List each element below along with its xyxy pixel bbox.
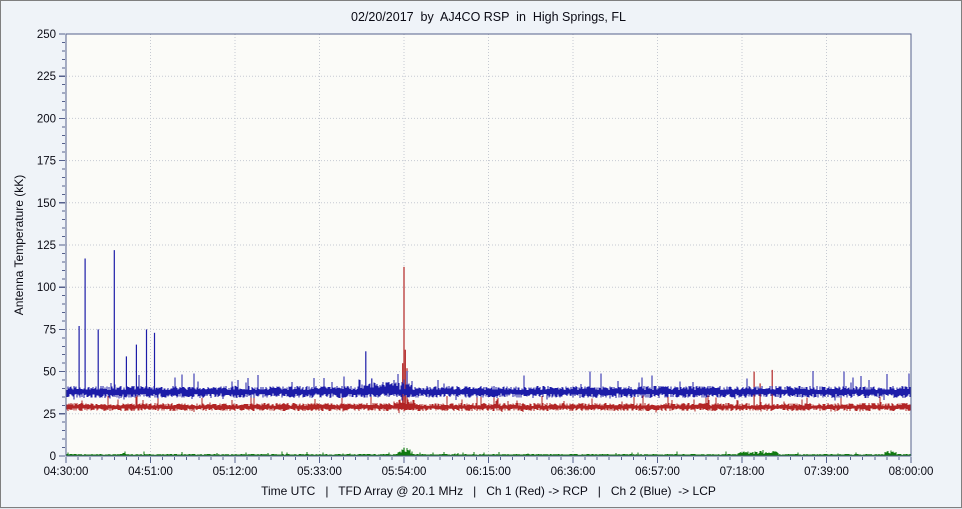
x-tick-label: 04:51:00 <box>128 466 173 478</box>
y-tick-label: 125 <box>37 240 56 252</box>
x-tick-label: 06:57:00 <box>635 466 680 478</box>
chart-title: 02/20/2017 by AJ4CO RSP in High Springs,… <box>351 10 626 24</box>
y-tick-label: 150 <box>37 198 56 210</box>
y-tick-label: 225 <box>37 71 56 83</box>
plot-frame <box>65 33 912 457</box>
x-tick-label: 07:39:00 <box>804 466 849 478</box>
x-tick-label: 05:33:00 <box>297 466 342 478</box>
y-tick-label: 175 <box>37 156 56 168</box>
y-tick-label: 25 <box>43 409 56 421</box>
x-tick-label: 05:12:00 <box>213 466 258 478</box>
y-tick-label: 75 <box>43 324 56 336</box>
x-tick-label: 05:54:00 <box>382 466 427 478</box>
x-tick-label: 06:15:00 <box>466 466 511 478</box>
x-axis-title: Time UTC | TFD Array @ 20.1 MHz | Ch 1 (… <box>261 484 716 498</box>
y-tick-label: 200 <box>37 113 56 125</box>
y-tick-label: 100 <box>37 282 56 294</box>
y-tick-label: 250 <box>37 29 56 41</box>
x-tick-label: 04:30:00 <box>44 466 89 478</box>
y-tick-label: 50 <box>43 367 56 379</box>
x-tick-label: 08:00:00 <box>889 466 934 478</box>
x-tick-label: 07:18:00 <box>720 466 765 478</box>
y-tick-label: 0 <box>50 451 56 463</box>
x-tick-label: 06:36:00 <box>551 466 596 478</box>
